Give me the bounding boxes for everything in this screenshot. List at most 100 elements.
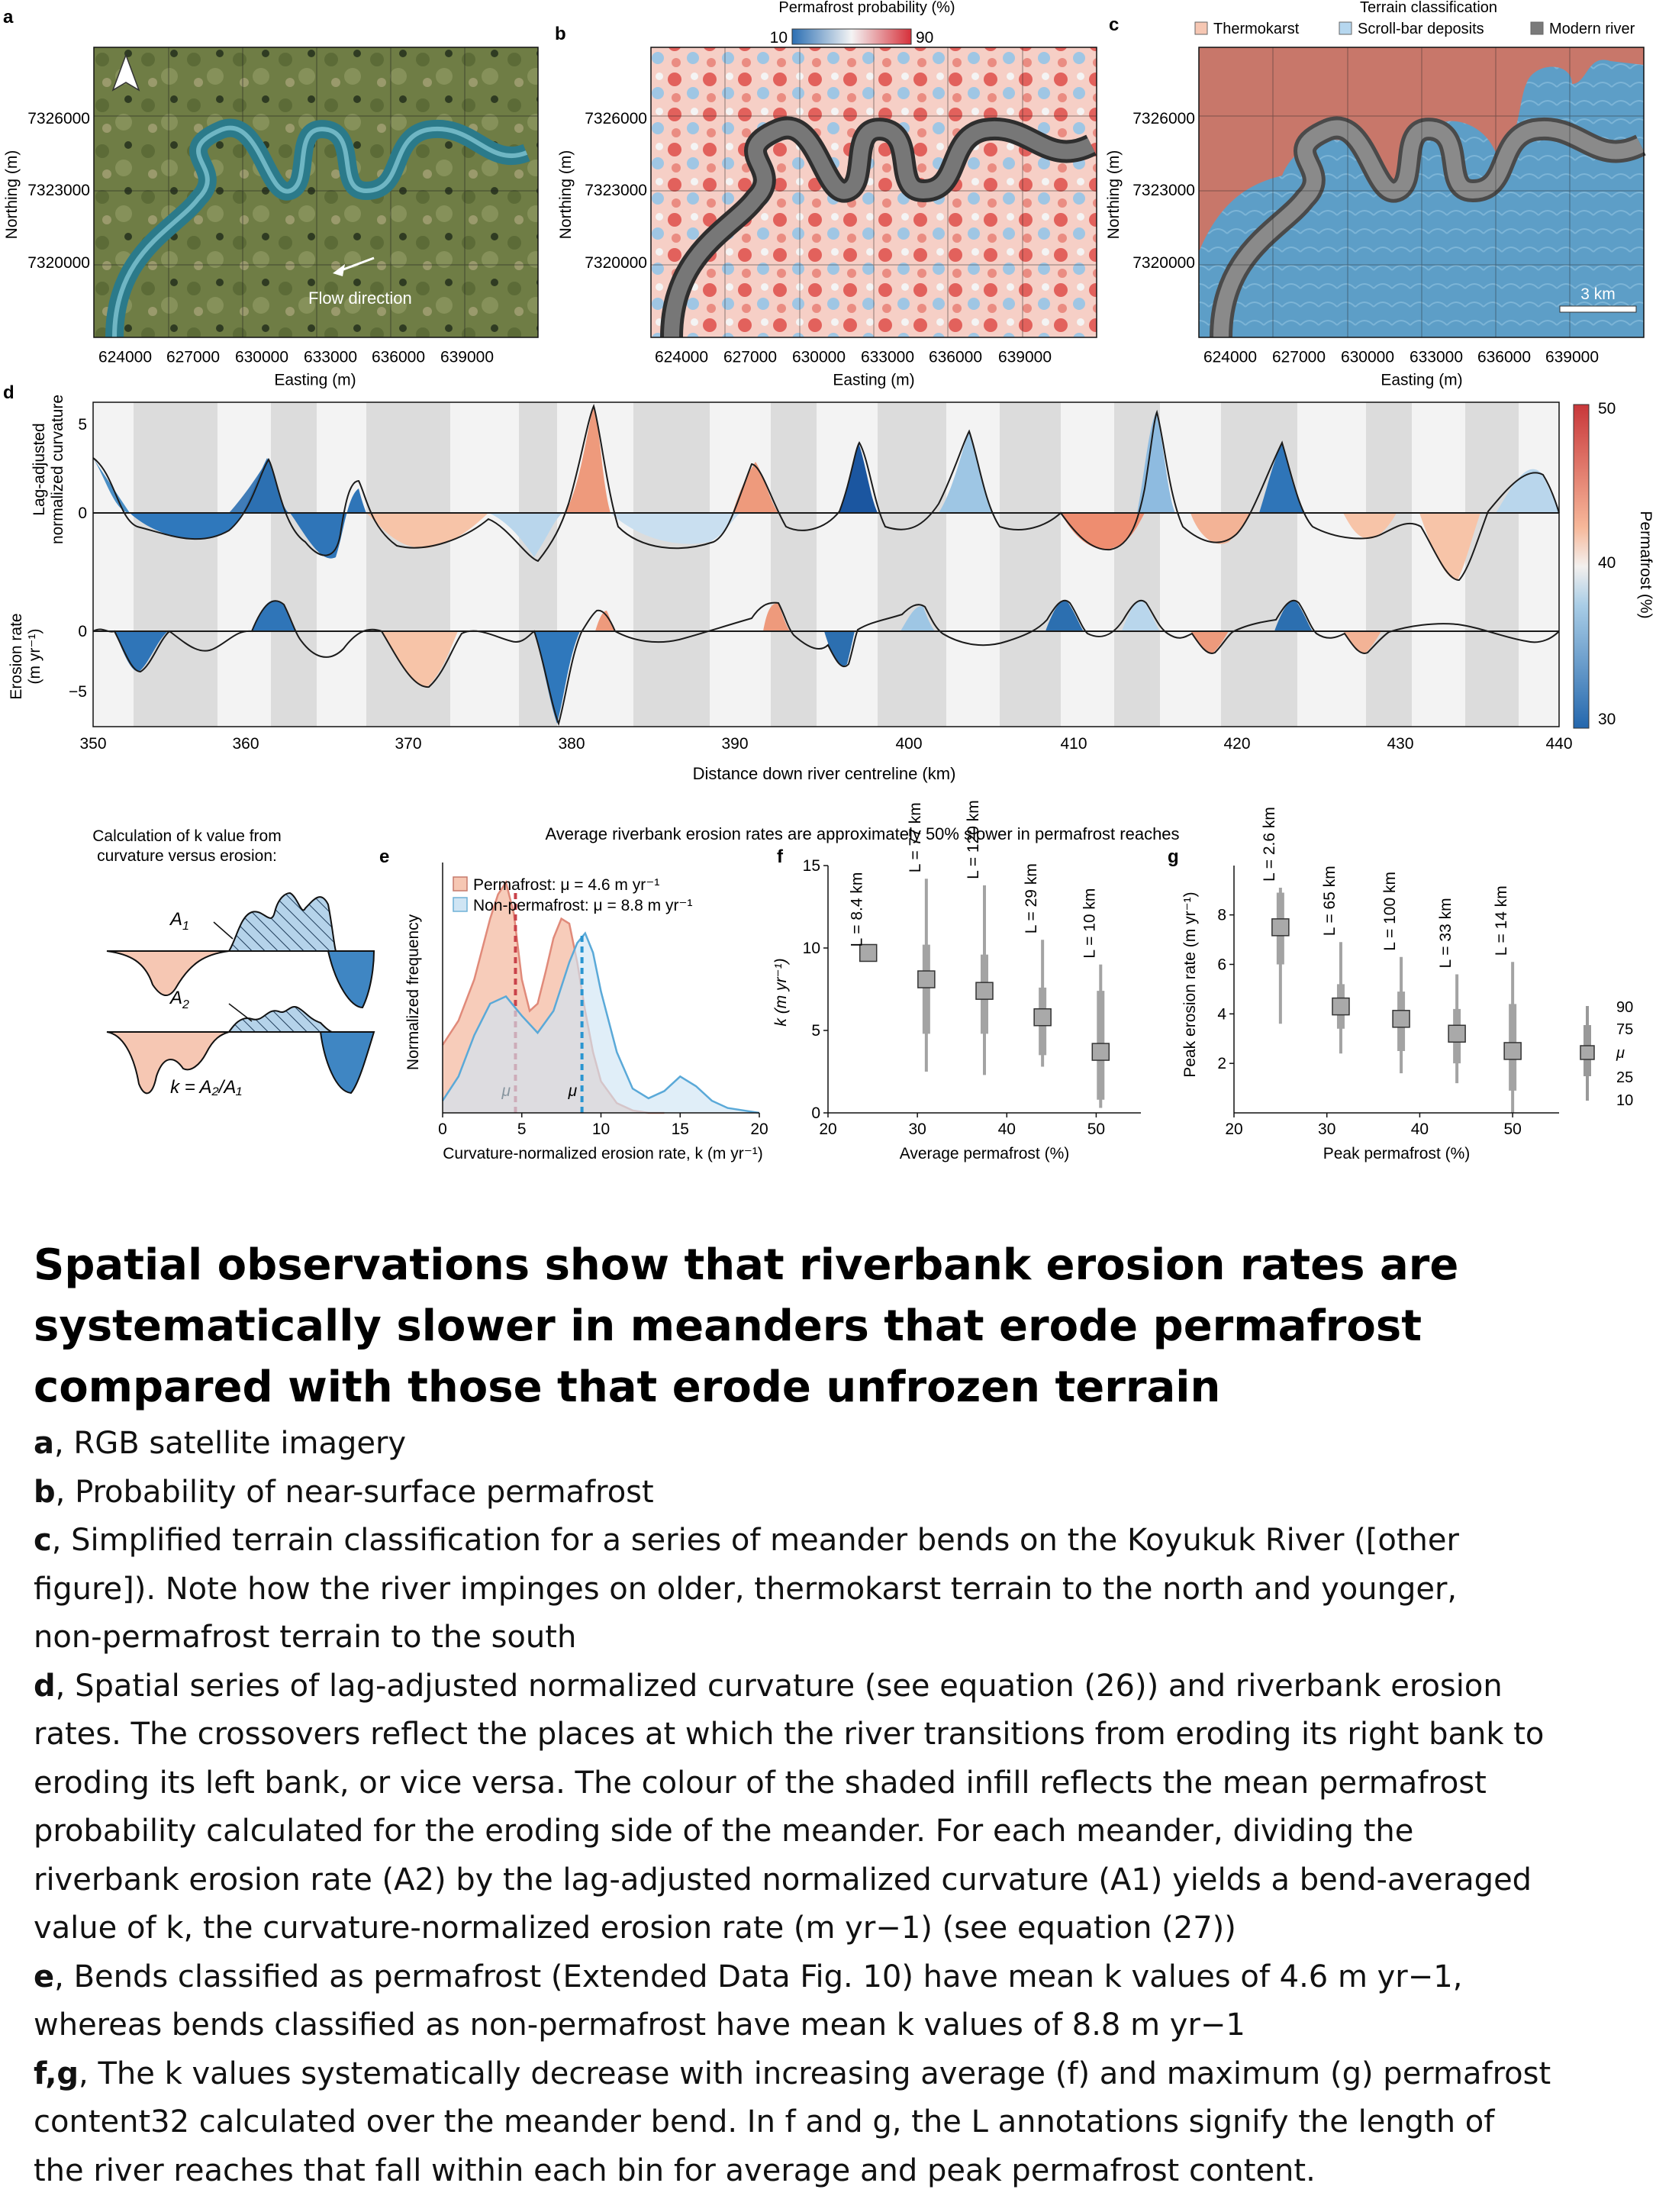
d-x-axis-label: Distance down river centreline (km): [693, 764, 956, 783]
x-tick: 40: [998, 1121, 1016, 1138]
svg-text:630000: 630000: [792, 348, 846, 366]
map-grid-a: [94, 47, 538, 337]
f-y-axis-label: k (m yr⁻¹): [772, 958, 790, 1026]
curvature-axis-label-2: normalized curvature: [49, 395, 66, 544]
svg-text:0: 0: [78, 505, 87, 522]
g-x-axis-label: Peak permafrost (%): [1323, 1145, 1471, 1162]
legend-swatch-thermokarst: [1194, 21, 1208, 35]
svg-text:7320000: 7320000: [27, 254, 90, 272]
caption-line: whereas bends classified as non-permafro…: [34, 2007, 1245, 2043]
key-p25: 25: [1616, 1069, 1633, 1086]
caption-line: non-permafrost terrain to the south: [34, 1620, 577, 1655]
mean-marker: [1332, 997, 1350, 1016]
svg-text:350: 350: [79, 735, 106, 753]
y-tick: 6: [1217, 956, 1226, 973]
colorbar-title-b: Permafrost probability (%): [778, 0, 955, 16]
erosion-series: [92, 599, 1560, 727]
scale-bar: [1559, 305, 1637, 313]
x-axis-label-b: Easting (m): [833, 371, 914, 389]
x-tick: 50: [1503, 1121, 1521, 1138]
svg-text:−5: −5: [69, 683, 87, 701]
legend-scroll-bar: Scroll-bar deposits: [1358, 21, 1484, 37]
label-a1: A1: [169, 909, 189, 933]
schematic-title-1: Calculation of k value from: [92, 827, 281, 845]
x-axis-label-a: Easting (m): [274, 371, 356, 389]
legend-swatch-scroll-bar: [1339, 21, 1352, 35]
svg-text:360: 360: [232, 735, 259, 753]
reach-length-label: L = 14 km: [1493, 885, 1510, 956]
panel-letter-c: c: [1109, 15, 1119, 35]
panel-letter-a: a: [3, 7, 14, 27]
g-y-axis-label: Peak erosion rate (m yr⁻¹): [1181, 892, 1199, 1077]
figure-canvas: a Flow direction 624000 627000 630000 63…: [3, 0, 1654, 1162]
svg-text:7323000: 7323000: [585, 182, 647, 199]
d-colorbar-ticks: 50 40 30: [1598, 400, 1616, 728]
y-tick: 10: [803, 940, 820, 957]
caption-line: a, RGB satellite imagery: [34, 1426, 407, 1461]
colorbar-max-b: 90: [916, 29, 933, 47]
k-calculation-schematic: Calculation of k value from curvature ve…: [92, 827, 375, 1098]
northing-ticks-c: 7326000 7323000 7320000: [1132, 110, 1195, 272]
svg-text:627000: 627000: [166, 348, 220, 366]
mean-marker: [1091, 1043, 1110, 1061]
key-mean: μ: [1616, 1045, 1625, 1062]
easting-ticks-b: 624000 627000 630000 633000 636000 63900…: [655, 348, 1052, 366]
reach-length-label: L = 2.6 km: [1261, 807, 1278, 882]
svg-text:420: 420: [1223, 735, 1250, 753]
legend-non-permafrost: Non-permafrost: μ = 8.8 m yr⁻¹: [473, 897, 693, 914]
y-tick: 4: [1217, 1005, 1226, 1023]
erosion-axis-label: Erosion rate: [8, 613, 25, 699]
d-colorbar-label: Permafrost (%): [1637, 511, 1654, 618]
svg-text:410: 410: [1060, 735, 1087, 753]
svg-text:639000: 639000: [440, 348, 494, 366]
panel-g: g L = 2.6 km L = 65 km L = 100 km L = 33 km…: [1168, 807, 1633, 1162]
y-axis-label-a: Northing (m): [3, 150, 21, 240]
caption-line: b, Probability of near-surface permafros…: [34, 1474, 654, 1510]
legend-swatch-permafrost: [453, 876, 468, 892]
e-x-axis-label: Curvature-normalized erosion rate, k (m …: [443, 1145, 763, 1162]
reach-length-label: L = 8.4 km: [849, 872, 866, 947]
svg-text:639000: 639000: [998, 348, 1052, 366]
svg-text:7326000: 7326000: [585, 110, 647, 127]
reach-length-label: L = 10 km: [1081, 888, 1098, 959]
svg-text:624000: 624000: [98, 348, 152, 366]
panel-letter-e: e: [379, 846, 389, 867]
svg-text:633000: 633000: [861, 348, 914, 366]
caption-line: riverbank erosion rate (A2) by the lag-a…: [34, 1862, 1532, 1898]
northing-ticks-a: 7326000 7323000 7320000: [27, 110, 90, 272]
e-y-axis-label: Normalized frequency: [404, 914, 422, 1070]
k-equation: k = A₂/A₁: [170, 1077, 242, 1098]
svg-text:430: 430: [1387, 735, 1413, 753]
panel-d: d: [3, 382, 1654, 783]
caption-line: d, Spatial series of lag-adjusted normal…: [34, 1668, 1503, 1704]
e-x-tick: 15: [672, 1121, 689, 1138]
scale-bar-label: 3 km: [1580, 285, 1616, 303]
e-x-tick: 0: [438, 1121, 447, 1138]
mean-marker: [1033, 1008, 1052, 1027]
svg-text:0: 0: [78, 623, 87, 640]
svg-text:627000: 627000: [1272, 348, 1326, 366]
legend-title-c: Terrain classification: [1360, 0, 1497, 16]
d-x-ticks: 350 360 370 380 390 400 410 420 430 440: [79, 735, 1572, 753]
svg-text:7323000: 7323000: [27, 182, 90, 199]
y-tick: 0: [811, 1104, 820, 1122]
mean-marker: [1503, 1042, 1522, 1060]
svg-text:440: 440: [1545, 735, 1572, 753]
x-axis-label-c: Easting (m): [1381, 371, 1462, 389]
area-a1: [227, 892, 337, 952]
svg-text:624000: 624000: [1203, 348, 1257, 366]
svg-text:636000: 636000: [1477, 348, 1531, 366]
reach-length-label: L = 77 km: [907, 802, 924, 872]
e-x-tick: 20: [750, 1121, 768, 1138]
label-a2: A2: [169, 988, 189, 1011]
caption-line: rates. The crossovers reflect the places…: [34, 1717, 1545, 1752]
colorbar-b: [791, 28, 912, 45]
density-curve-non-permafrost: [441, 931, 760, 1114]
caption-line: content32 calculated over the meander be…: [34, 2104, 1495, 2139]
panel-a: a Flow direction 624000 627000 630000 63…: [3, 7, 539, 389]
x-tick: 20: [1225, 1121, 1242, 1138]
x-tick: 30: [1318, 1121, 1335, 1138]
svg-text:7323000: 7323000: [1132, 182, 1195, 199]
y-tick: 15: [803, 857, 820, 875]
legend-modern-river: Modern river: [1549, 21, 1635, 37]
